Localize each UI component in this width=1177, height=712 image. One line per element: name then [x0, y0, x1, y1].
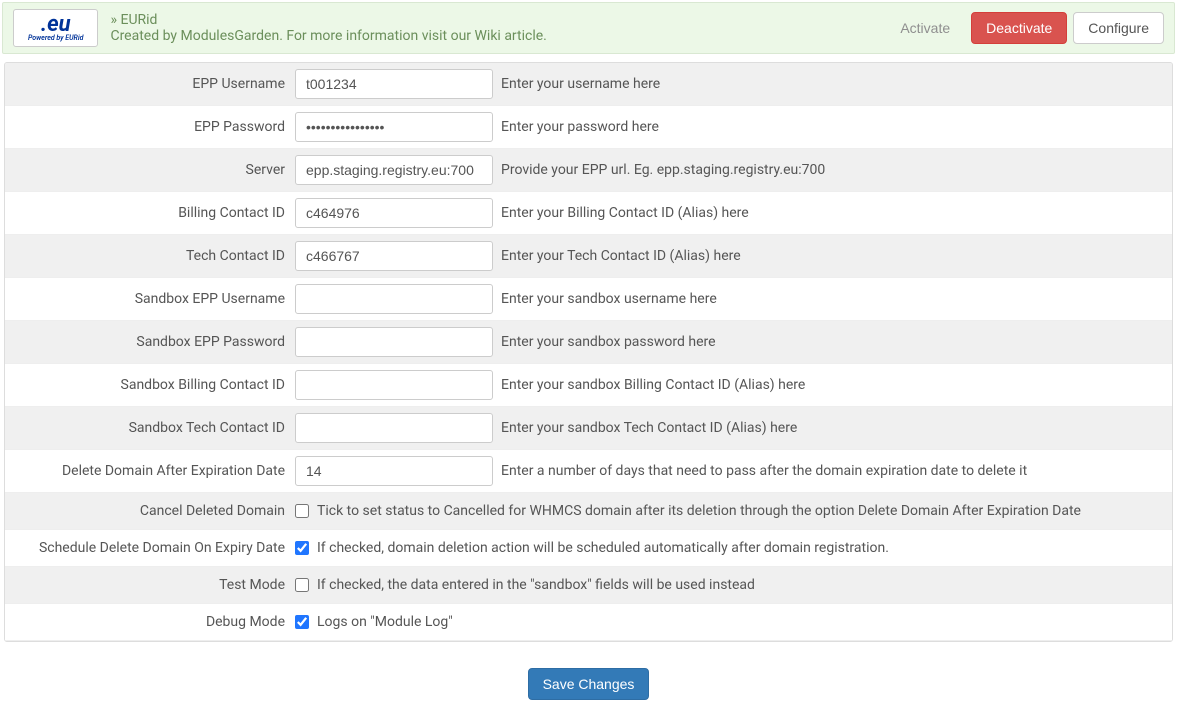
hint-sandbox-user: Enter your sandbox username here [501, 291, 717, 307]
sandbox-user-input[interactable] [295, 284, 493, 314]
sandbox-tech-input[interactable] [295, 413, 493, 443]
module-description: Created by ModulesGarden. For more infor… [110, 28, 885, 44]
label-epp-username: EPP Username [5, 66, 295, 102]
config-form: EPP Username Enter your username here EP… [4, 62, 1173, 642]
activate-button[interactable]: Activate [885, 12, 965, 44]
schedule-delete-checkbox[interactable] [295, 541, 309, 555]
row-schedule-delete: Schedule Delete Domain On Expiry Date If… [5, 530, 1172, 567]
label-billing-contact: Billing Contact ID [5, 195, 295, 231]
billing-contact-input[interactable] [295, 198, 493, 228]
row-delete-after: Delete Domain After Expiration Date Ente… [5, 450, 1172, 493]
label-delete-after: Delete Domain After Expiration Date [5, 453, 295, 489]
hint-server: Provide your EPP url. Eg. epp.staging.re… [501, 162, 825, 178]
label-test-mode: Test Mode [5, 567, 295, 603]
row-sandbox-tech: Sandbox Tech Contact ID Enter your sandb… [5, 407, 1172, 450]
cancel-deleted-checkbox[interactable] [295, 504, 309, 518]
configure-button[interactable]: Configure [1073, 12, 1164, 44]
hint-cancel-deleted: Tick to set status to Cancelled for WHMC… [317, 503, 1081, 519]
label-epp-password: EPP Password [5, 109, 295, 145]
hint-delete-after: Enter a number of days that need to pass… [501, 463, 1027, 479]
row-epp-password: EPP Password Enter your password here [5, 106, 1172, 149]
row-server: Server Provide your EPP url. Eg. epp.sta… [5, 149, 1172, 192]
hint-epp-password: Enter your password here [501, 119, 659, 135]
label-sandbox-pass: Sandbox EPP Password [5, 324, 295, 360]
save-changes-button[interactable]: Save Changes [528, 668, 650, 700]
row-test-mode: Test Mode If checked, the data entered i… [5, 567, 1172, 604]
sandbox-pass-input[interactable] [295, 327, 493, 357]
hint-sandbox-billing: Enter your sandbox Billing Contact ID (A… [501, 377, 805, 393]
server-input[interactable] [295, 155, 493, 185]
row-cancel-deleted: Cancel Deleted Domain Tick to set status… [5, 493, 1172, 530]
logo-text: .eu [41, 14, 71, 36]
modulesgarden-link[interactable]: ModulesGarden [180, 28, 279, 44]
hint-debug-mode: Logs on "Module Log" [317, 614, 453, 630]
tech-contact-input[interactable] [295, 241, 493, 271]
hint-epp-username: Enter your username here [501, 76, 660, 92]
label-schedule-delete: Schedule Delete Domain On Expiry Date [5, 530, 295, 566]
row-billing-contact: Billing Contact ID Enter your Billing Co… [5, 192, 1172, 235]
row-debug-mode: Debug Mode Logs on "Module Log" [5, 604, 1172, 641]
row-sandbox-pass: Sandbox EPP Password Enter your sandbox … [5, 321, 1172, 364]
logo-subtext: Powered by EURid [28, 34, 83, 42]
hint-schedule-delete: If checked, domain deletion action will … [317, 540, 889, 556]
test-mode-checkbox[interactable] [295, 578, 309, 592]
row-sandbox-billing: Sandbox Billing Contact ID Enter your sa… [5, 364, 1172, 407]
label-sandbox-tech: Sandbox Tech Contact ID [5, 410, 295, 446]
hint-test-mode: If checked, the data entered in the "san… [317, 577, 755, 593]
epp-password-input[interactable] [295, 112, 493, 142]
epp-username-input[interactable] [295, 69, 493, 99]
row-sandbox-user: Sandbox EPP Username Enter your sandbox … [5, 278, 1172, 321]
header-text: » EURid Created by ModulesGarden. For mo… [110, 12, 885, 44]
debug-mode-checkbox[interactable] [295, 615, 309, 629]
hint-sandbox-pass: Enter your sandbox password here [501, 334, 716, 350]
label-cancel-deleted: Cancel Deleted Domain [5, 493, 295, 529]
hint-billing-contact: Enter your Billing Contact ID (Alias) he… [501, 205, 749, 221]
hint-tech-contact: Enter your Tech Contact ID (Alias) here [501, 248, 741, 264]
row-epp-username: EPP Username Enter your username here [5, 63, 1172, 106]
label-sandbox-user: Sandbox EPP Username [5, 281, 295, 317]
logo: .eu Powered by EURid [13, 9, 98, 47]
footer-actions: Save Changes [0, 650, 1177, 712]
row-tech-contact: Tech Contact ID Enter your Tech Contact … [5, 235, 1172, 278]
module-title: » EURid [110, 12, 885, 28]
header-actions: Activate Deactivate Configure [885, 12, 1164, 44]
hint-sandbox-tech: Enter your sandbox Tech Contact ID (Alia… [501, 420, 797, 436]
sandbox-billing-input[interactable] [295, 370, 493, 400]
label-sandbox-billing: Sandbox Billing Contact ID [5, 367, 295, 403]
wiki-link[interactable]: Wiki article [475, 28, 544, 44]
label-server: Server [5, 152, 295, 188]
module-header: .eu Powered by EURid » EURid Created by … [2, 2, 1175, 54]
deactivate-button[interactable]: Deactivate [971, 12, 1067, 44]
label-tech-contact: Tech Contact ID [5, 238, 295, 274]
delete-after-input[interactable] [295, 456, 493, 486]
